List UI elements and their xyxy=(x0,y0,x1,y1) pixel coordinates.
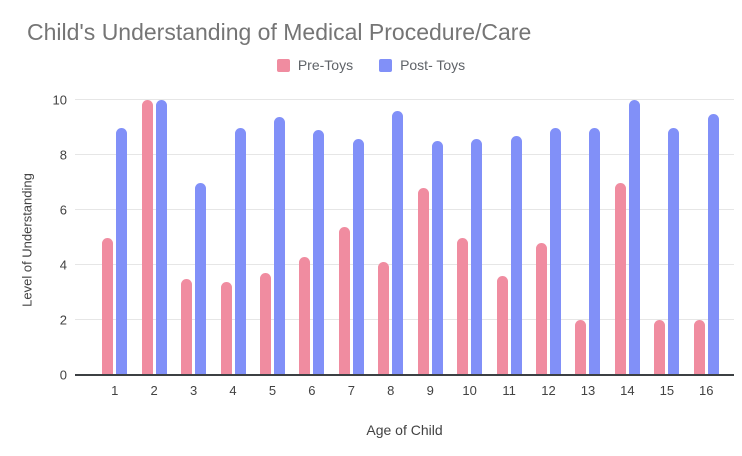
x-tick-label-2: 2 xyxy=(150,383,158,398)
x-tick-label-3: 3 xyxy=(189,383,198,398)
bar-group-age-14 xyxy=(608,100,647,375)
bar-group-age-8 xyxy=(371,100,410,375)
gridline-4 xyxy=(75,264,734,265)
bar-post-toys-age-10[interactable] xyxy=(471,138,483,375)
gridline-10 xyxy=(75,99,734,100)
bar-pre-toys-age-13[interactable] xyxy=(575,320,587,375)
x-tick-label-5: 5 xyxy=(268,383,277,398)
bar-group-age-15 xyxy=(647,100,686,375)
bar-pre-toys-age-12[interactable] xyxy=(536,243,548,375)
x-tick-label-14: 14 xyxy=(620,383,635,398)
bar-group-age-4 xyxy=(213,100,252,375)
bar-post-toys-age-16[interactable] xyxy=(707,113,719,375)
x-tick-label-1: 1 xyxy=(111,383,119,398)
bar-post-toys-age-15[interactable] xyxy=(668,127,680,375)
bar-pre-toys-age-8[interactable] xyxy=(378,262,390,375)
x-axis-title: Age of Child xyxy=(366,422,443,438)
bar-group-age-3 xyxy=(174,100,213,375)
bar-pre-toys-age-5[interactable] xyxy=(259,273,271,375)
bar-post-toys-age-14[interactable] xyxy=(628,100,640,375)
bar-pre-toys-age-3[interactable] xyxy=(181,278,193,375)
plot-area xyxy=(75,99,734,376)
x-tick-label-6: 6 xyxy=(308,383,316,398)
x-axis-line xyxy=(75,374,734,376)
bar-pre-toys-age-2[interactable] xyxy=(141,100,153,375)
y-axis-tick-labels: 0 2 4 6 8 10 xyxy=(0,93,67,383)
x-tick-label-11: 11 xyxy=(502,383,516,398)
legend-label-pre-toys: Pre-Toys xyxy=(297,57,354,73)
legend-item-pre-toys[interactable]: Pre-Toys xyxy=(276,57,354,73)
y-tick-label-8: 8 xyxy=(59,147,67,163)
bar-pre-toys-age-9[interactable] xyxy=(417,188,429,375)
gridline-6 xyxy=(75,209,734,210)
x-tick-label-8: 8 xyxy=(387,383,395,398)
bar-post-toys-age-5[interactable] xyxy=(273,116,285,375)
x-tick-label-13: 13 xyxy=(580,383,596,398)
y-tick-label-6: 6 xyxy=(59,202,67,218)
bar-post-toys-age-3[interactable] xyxy=(195,182,207,375)
x-tick-label-4: 4 xyxy=(229,383,237,398)
x-axis-tick-labels: 1 2 3 4 5 6 7 8 9 10 11 12 13 14 15 16 xyxy=(95,383,726,398)
bar-group-age-10 xyxy=(450,100,489,375)
bar-post-toys-age-2[interactable] xyxy=(155,100,167,375)
bar-post-toys-age-13[interactable] xyxy=(589,127,601,375)
bar-post-toys-age-11[interactable] xyxy=(510,135,522,375)
post-toys-swatch-icon xyxy=(379,58,393,72)
x-tick-label-16: 16 xyxy=(699,383,714,398)
bar-group-age-12 xyxy=(529,100,568,375)
bar-post-toys-age-6[interactable] xyxy=(313,130,325,375)
bar-post-toys-age-12[interactable] xyxy=(550,127,562,375)
y-tick-label-0: 0 xyxy=(59,367,67,383)
legend-label-post-toys: Post- Toys xyxy=(400,57,466,73)
bar-pre-toys-age-4[interactable] xyxy=(220,281,232,375)
chart-title: Child's Understanding of Medical Procedu… xyxy=(27,19,532,45)
bar-group-age-13 xyxy=(568,100,607,375)
x-tick-label-10: 10 xyxy=(462,383,477,398)
y-tick-label-2: 2 xyxy=(59,312,67,328)
x-tick-label-15: 15 xyxy=(659,383,675,398)
x-tick-label-9: 9 xyxy=(426,383,434,398)
bar-group-age-2 xyxy=(134,100,173,375)
bar-post-toys-age-1[interactable] xyxy=(116,127,128,375)
y-tick-label-10: 10 xyxy=(52,92,67,108)
bar-pre-toys-age-6[interactable] xyxy=(299,256,311,375)
bar-pre-toys-age-10[interactable] xyxy=(457,237,469,375)
gridline-8 xyxy=(75,154,734,155)
y-tick-label-4: 4 xyxy=(59,257,67,273)
bar-group-age-9 xyxy=(411,100,450,375)
x-tick-label-12: 12 xyxy=(541,383,556,398)
pre-toys-swatch-icon xyxy=(276,58,290,72)
x-tick-label-7: 7 xyxy=(347,383,355,398)
bar-pre-toys-age-7[interactable] xyxy=(338,226,350,375)
bar-group-age-7 xyxy=(332,100,371,375)
bar-group-age-11 xyxy=(489,100,528,375)
bar-group-age-16 xyxy=(687,100,726,375)
bar-pre-toys-age-1[interactable] xyxy=(102,237,114,375)
bar-pre-toys-age-16[interactable] xyxy=(693,320,705,375)
bar-group-age-5 xyxy=(253,100,292,375)
bar-group-age-1 xyxy=(95,100,134,375)
bar-group-age-6 xyxy=(292,100,331,375)
bar-post-toys-age-8[interactable] xyxy=(392,111,404,375)
bar-post-toys-age-9[interactable] xyxy=(431,141,443,375)
gridline-2 xyxy=(75,319,734,320)
bar-post-toys-age-7[interactable] xyxy=(352,138,364,375)
bar-pre-toys-age-11[interactable] xyxy=(496,276,508,375)
legend: Pre-Toys Post- Toys xyxy=(0,57,742,73)
bar-post-toys-age-4[interactable] xyxy=(234,127,246,375)
bars-layer xyxy=(95,100,726,375)
legend-item-post-toys[interactable]: Post- Toys xyxy=(379,57,465,73)
bar-pre-toys-age-14[interactable] xyxy=(614,182,626,375)
bar-pre-toys-age-15[interactable] xyxy=(654,320,666,375)
